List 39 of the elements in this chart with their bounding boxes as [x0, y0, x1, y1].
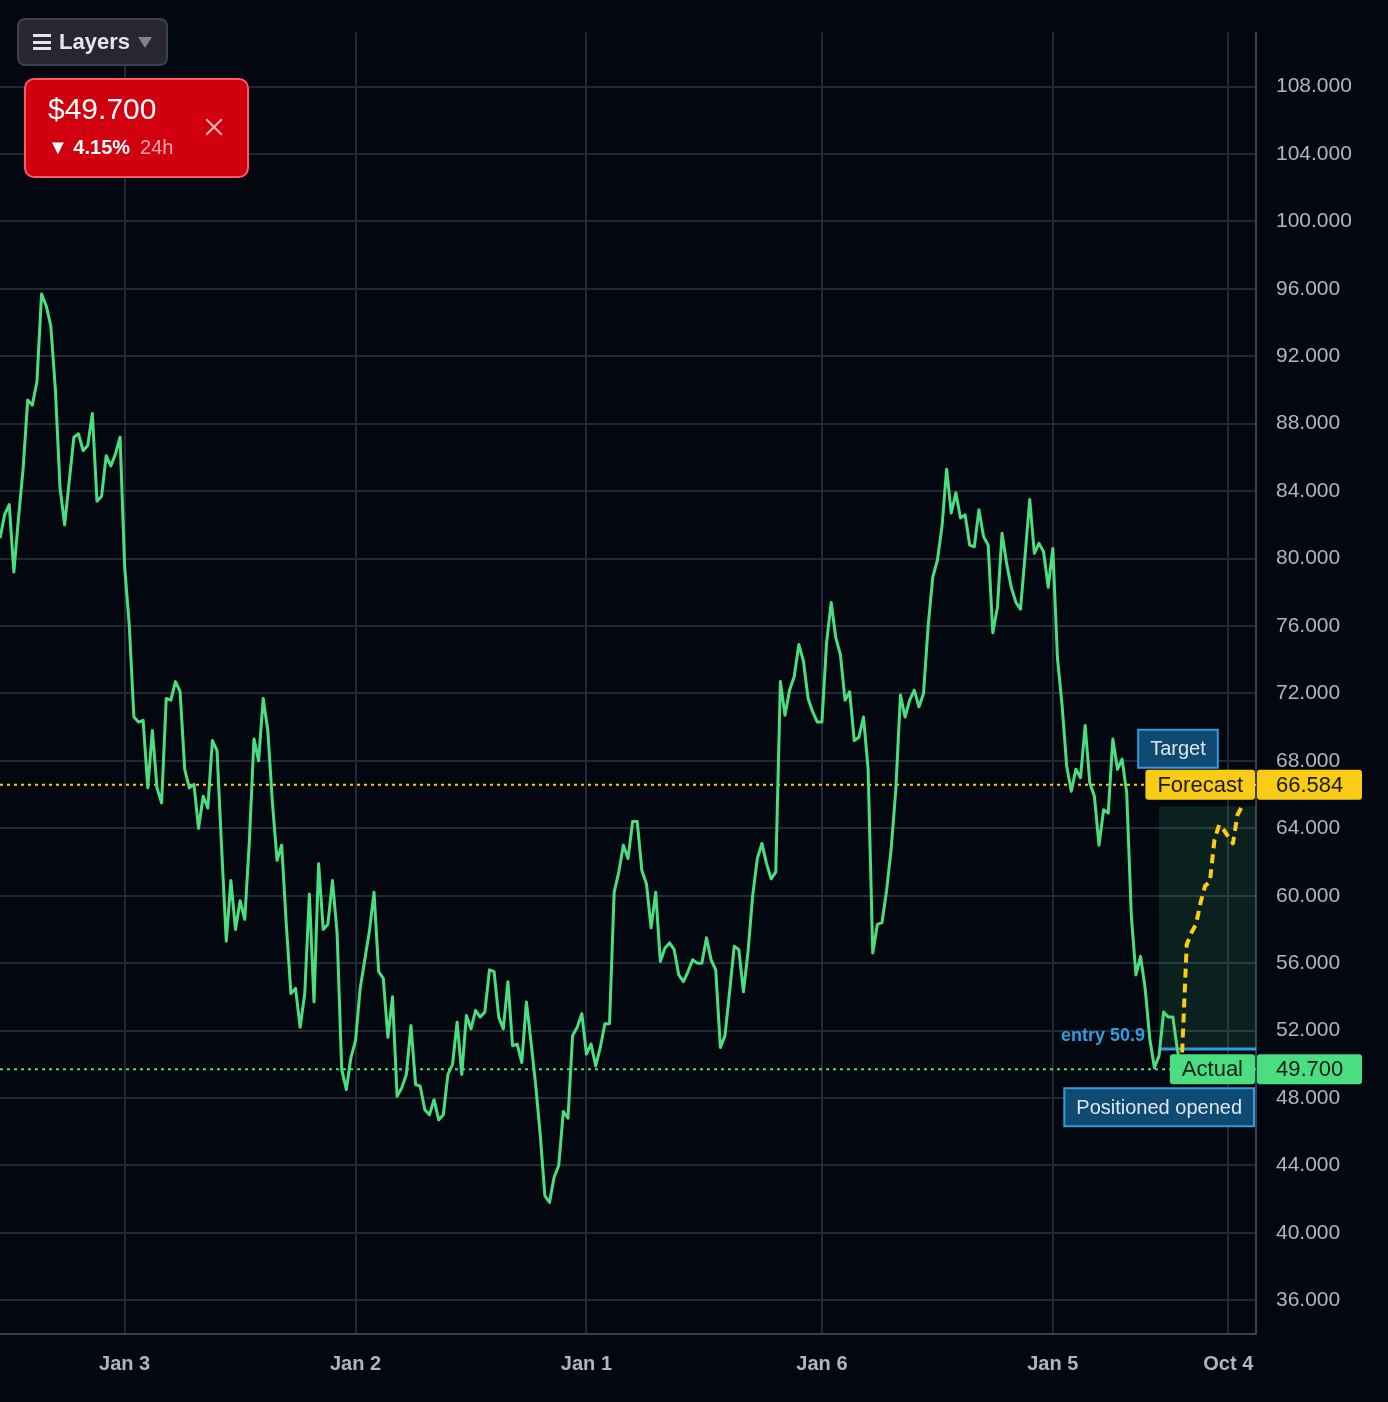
y-tick-label: 64.000 — [1276, 815, 1341, 839]
annotation: Layers — [59, 29, 130, 55]
y-tick-label: 100.000 — [1276, 208, 1352, 232]
y-tick-label: 68.000 — [1276, 747, 1341, 771]
annotation: Positioned opened — [1076, 1095, 1243, 1118]
y-tick-label: 56.000 — [1276, 949, 1341, 973]
line-series — [1180, 804, 1245, 1055]
y-tick-label: 88.000 — [1276, 410, 1341, 434]
y-tick-label: 48.000 — [1276, 1084, 1341, 1108]
y-tick-label: 40.000 — [1276, 1219, 1341, 1243]
y-tick-label: 60.000 — [1276, 882, 1341, 906]
ref-line-label: Actual — [1181, 1056, 1244, 1082]
y-tick-label: 108.000 — [1276, 73, 1352, 97]
y-tick-label: 76.000 — [1276, 612, 1341, 636]
layers-button: Layers — [17, 18, 168, 66]
annotation: Target — [1150, 737, 1207, 760]
y-tick-label: 96.000 — [1276, 275, 1341, 299]
y-tick-label: 44.000 — [1276, 1152, 1341, 1176]
y-tick-label: 72.000 — [1276, 680, 1341, 704]
y-tick-label: 52.000 — [1276, 1017, 1341, 1041]
x-tick-label: Jan 3 — [99, 1351, 151, 1374]
y-tick-label: 92.000 — [1276, 343, 1341, 367]
x-tick-label: Jan 5 — [1027, 1351, 1079, 1374]
x-tick-label: Oct 4 — [1203, 1351, 1255, 1374]
x-tick-label: Jan 2 — [329, 1351, 382, 1374]
x-tick-label: Jan 6 — [796, 1351, 848, 1374]
annotation: ▼ 4.15% — [48, 136, 131, 158]
text: 66.584 — [1276, 771, 1344, 797]
y-tick-label: 36.000 — [1276, 1287, 1341, 1311]
text: 49.700 — [1276, 1056, 1344, 1082]
y-tick-label: 104.000 — [1276, 140, 1352, 164]
annotation: $49.700 — [48, 91, 158, 127]
price-card: $49.700 ▼ 4.15% 24h — [24, 78, 249, 178]
y-tick-label: 80.000 — [1276, 545, 1341, 569]
ref-line-label: Forecast — [1157, 771, 1244, 797]
x-tick-label: Jan 1 — [560, 1351, 613, 1374]
annotation: entry 50.9 — [1060, 1025, 1146, 1046]
y-tick-label: 84.000 — [1276, 477, 1341, 501]
annotation: 24h — [140, 136, 174, 158]
